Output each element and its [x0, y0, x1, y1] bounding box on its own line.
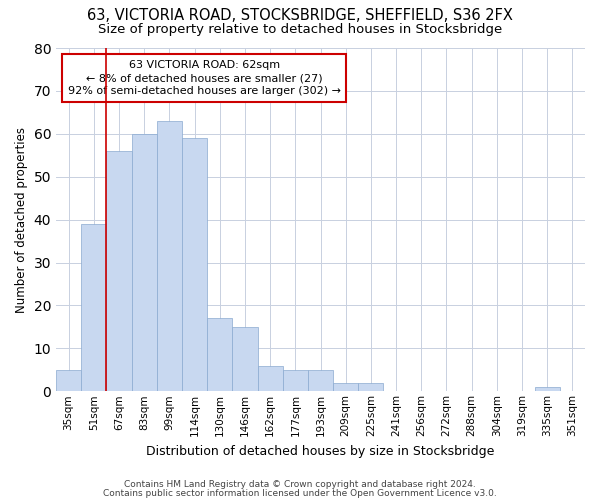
Bar — [535, 387, 560, 392]
Bar — [157, 121, 182, 392]
Bar — [232, 327, 257, 392]
Bar — [56, 370, 81, 392]
Text: 63, VICTORIA ROAD, STOCKSBRIDGE, SHEFFIELD, S36 2FX: 63, VICTORIA ROAD, STOCKSBRIDGE, SHEFFIE… — [87, 8, 513, 22]
Text: Size of property relative to detached houses in Stocksbridge: Size of property relative to detached ho… — [98, 22, 502, 36]
Bar — [106, 151, 131, 392]
Bar — [182, 138, 207, 392]
Text: Contains HM Land Registry data © Crown copyright and database right 2024.: Contains HM Land Registry data © Crown c… — [124, 480, 476, 489]
Bar — [333, 382, 358, 392]
Text: Contains public sector information licensed under the Open Government Licence v3: Contains public sector information licen… — [103, 488, 497, 498]
Bar — [358, 382, 383, 392]
Bar — [283, 370, 308, 392]
Bar — [308, 370, 333, 392]
Text: 63 VICTORIA ROAD: 62sqm
← 8% of detached houses are smaller (27)
92% of semi-det: 63 VICTORIA ROAD: 62sqm ← 8% of detached… — [68, 60, 341, 96]
Y-axis label: Number of detached properties: Number of detached properties — [15, 126, 28, 312]
Bar — [207, 318, 232, 392]
Bar — [81, 224, 106, 392]
X-axis label: Distribution of detached houses by size in Stocksbridge: Distribution of detached houses by size … — [146, 444, 495, 458]
Bar — [131, 134, 157, 392]
Bar — [257, 366, 283, 392]
